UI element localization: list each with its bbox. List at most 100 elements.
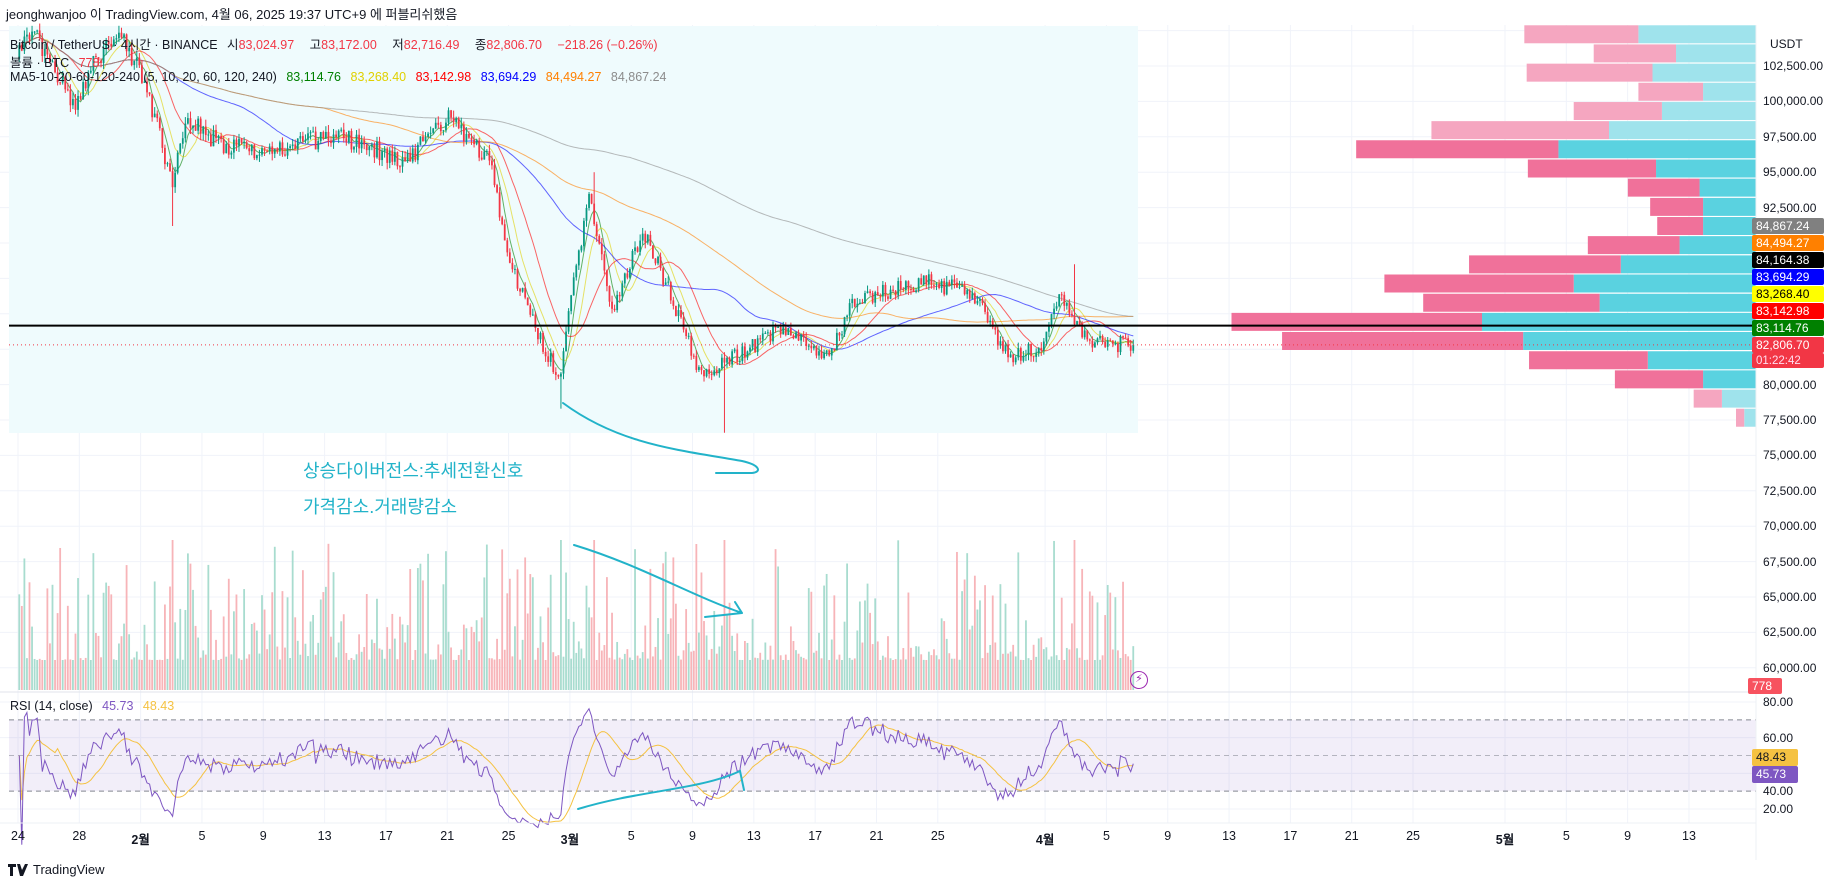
candle-body[interactable]	[864, 293, 866, 304]
candle-body[interactable]	[828, 350, 831, 356]
candle-body[interactable]	[1078, 321, 1081, 324]
candle-body[interactable]	[138, 57, 141, 66]
candle-body[interactable]	[102, 48, 105, 63]
candle-body[interactable]	[583, 220, 585, 247]
candle-body[interactable]	[738, 361, 741, 363]
candle-body[interactable]	[255, 155, 258, 159]
candle-body[interactable]	[1081, 323, 1084, 338]
ma-title[interactable]: MA5-10-20-60-120-240 (5, 10, 20, 60, 120…	[10, 70, 277, 84]
candle-body[interactable]	[853, 298, 856, 307]
candle-body[interactable]	[981, 299, 984, 304]
candle-body[interactable]	[899, 281, 902, 290]
candle-body[interactable]	[271, 146, 274, 154]
candle-body[interactable]	[1076, 321, 1078, 325]
candle-body[interactable]	[825, 350, 828, 353]
annotation-divergence[interactable]: 상승다이버전스:추세전환신호	[303, 461, 524, 481]
candle-body[interactable]	[120, 32, 123, 38]
candle-body[interactable]	[1071, 313, 1073, 316]
candle-body[interactable]	[948, 281, 951, 286]
candle-body[interactable]	[409, 152, 412, 162]
candle-body[interactable]	[1086, 330, 1089, 340]
candle-body[interactable]	[764, 333, 767, 335]
candle-body[interactable]	[1012, 354, 1015, 363]
candle-body[interactable]	[107, 40, 110, 44]
candle-body[interactable]	[51, 61, 54, 63]
candle-body[interactable]	[462, 124, 465, 142]
candle-body[interactable]	[176, 152, 179, 173]
candle-body[interactable]	[777, 326, 780, 328]
candle-body[interactable]	[97, 57, 100, 61]
candle-body[interactable]	[245, 142, 248, 149]
candle-body[interactable]	[457, 118, 460, 129]
candle-body[interactable]	[1094, 342, 1096, 348]
candle-body[interactable]	[261, 148, 263, 155]
candle-body[interactable]	[151, 94, 154, 118]
candle-body[interactable]	[491, 160, 493, 166]
candle-body[interactable]	[715, 370, 718, 374]
candle-body[interactable]	[685, 329, 688, 336]
candle-body[interactable]	[429, 132, 432, 134]
candle-body[interactable]	[687, 335, 690, 337]
candle-body[interactable]	[897, 281, 900, 296]
candle-body[interactable]	[324, 131, 327, 139]
candle-body[interactable]	[301, 136, 304, 142]
candle-body[interactable]	[991, 320, 994, 328]
candle-body[interactable]	[480, 157, 483, 160]
candle-body[interactable]	[802, 334, 805, 338]
candle-body[interactable]	[184, 123, 187, 139]
candle-body[interactable]	[156, 113, 159, 119]
candle-body[interactable]	[350, 131, 353, 150]
candle-body[interactable]	[766, 332, 769, 334]
candle-body[interactable]	[1114, 343, 1117, 345]
candle-body[interactable]	[399, 166, 401, 168]
candle-body[interactable]	[835, 332, 838, 351]
candle-body[interactable]	[950, 279, 953, 286]
candle-body[interactable]	[248, 148, 251, 152]
candle-body[interactable]	[220, 135, 223, 139]
candle-body[interactable]	[468, 133, 470, 138]
candle-body[interactable]	[202, 126, 205, 134]
candle-body[interactable]	[733, 349, 736, 352]
candle-body[interactable]	[473, 139, 475, 145]
candle-body[interactable]	[1091, 340, 1094, 348]
candle-body[interactable]	[368, 146, 371, 151]
candle-body[interactable]	[646, 234, 649, 243]
candle-body[interactable]	[1048, 326, 1050, 332]
candle-body[interactable]	[276, 149, 279, 152]
candle-body[interactable]	[179, 143, 182, 153]
candle-body[interactable]	[805, 337, 808, 347]
candle-body[interactable]	[915, 290, 917, 292]
candle-body[interactable]	[358, 134, 360, 149]
candle-body[interactable]	[682, 317, 685, 330]
candle-body[interactable]	[588, 193, 590, 208]
candle-body[interactable]	[319, 132, 322, 141]
candle-body[interactable]	[910, 288, 912, 290]
candle-body[interactable]	[784, 327, 787, 335]
candle-body[interactable]	[529, 305, 532, 315]
candle-body[interactable]	[243, 142, 246, 144]
candle-body[interactable]	[1088, 339, 1091, 341]
candle-body[interactable]	[963, 285, 966, 295]
candle-body[interactable]	[1037, 347, 1040, 354]
price-divergence-arrow[interactable]	[562, 402, 759, 474]
candle-body[interactable]	[432, 128, 435, 133]
candle-body[interactable]	[268, 146, 271, 152]
candle-body[interactable]	[892, 289, 894, 291]
candle-body[interactable]	[708, 369, 711, 374]
candle-body[interactable]	[38, 30, 41, 39]
candle-body[interactable]	[227, 144, 230, 155]
candle-body[interactable]	[659, 256, 662, 269]
candle-body[interactable]	[470, 137, 473, 140]
candle-body[interactable]	[422, 136, 424, 142]
candle-body[interactable]	[800, 334, 803, 341]
candle-body[interactable]	[994, 327, 997, 330]
candle-body[interactable]	[621, 283, 624, 297]
candle-body[interactable]	[424, 136, 427, 142]
candle-body[interactable]	[953, 279, 956, 283]
candle-body[interactable]	[345, 138, 348, 143]
candle-body[interactable]	[133, 60, 136, 66]
candle-body[interactable]	[567, 311, 570, 332]
candle-body[interactable]	[595, 224, 598, 236]
candle-body[interactable]	[968, 290, 971, 299]
candle-body[interactable]	[629, 268, 631, 278]
